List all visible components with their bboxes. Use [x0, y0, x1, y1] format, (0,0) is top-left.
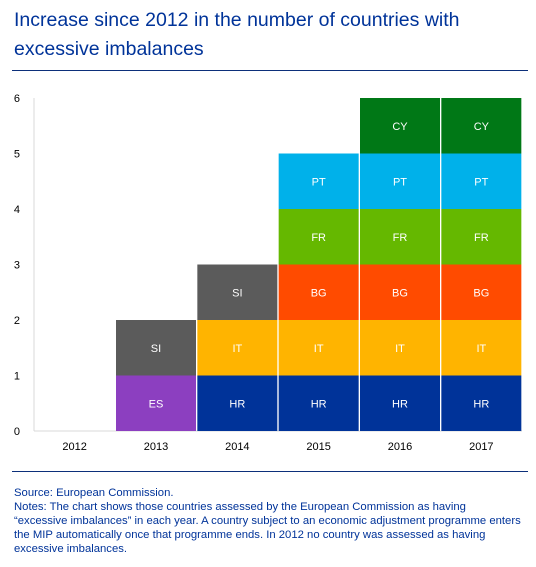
stacked-bar-chart: 0 1 2 3 4 5 6 2012 2013 2014 2015 2016 2017 ES SI HR IT…: [14, 93, 522, 453]
bar-segment-label: ES: [149, 398, 164, 410]
bar-segment-label: HR: [311, 398, 327, 410]
y-tick-label: 4: [14, 204, 20, 216]
chart-axes: 0 1 2 3 4 5 6 2012 2013 2014 2015 2016 2017: [14, 93, 522, 453]
y-tick-label: 2: [14, 315, 20, 327]
x-tick-label: 2017: [469, 441, 493, 453]
bar-segment: [116, 320, 196, 376]
y-tick-label: 3: [14, 260, 20, 272]
bar-segment-label: BG: [392, 287, 408, 299]
bar-segment-label: PT: [474, 176, 488, 188]
chart-notes: Source: European Commission. Notes: The …: [14, 486, 522, 556]
bar-segment: [197, 264, 278, 320]
bar-segment-label: PT: [312, 176, 326, 188]
x-tick-label: 2012: [62, 441, 86, 453]
bar-segment: [278, 209, 359, 265]
bar-segment-label: PT: [393, 176, 407, 188]
bar-segment: [278, 153, 359, 209]
bar-segment: [278, 320, 359, 376]
bar-segment: [116, 375, 196, 431]
x-tick-label: 2015: [306, 441, 330, 453]
bar-segment: [278, 264, 359, 320]
bar-segment: [441, 153, 522, 209]
bar-segment: [197, 375, 278, 431]
source-note: Source: European Commission.: [14, 487, 174, 499]
bar-segment: [360, 375, 440, 431]
bar-segment: [360, 153, 440, 209]
bar-segment: [441, 320, 522, 376]
x-tick-label: 2014: [225, 441, 249, 453]
bar-segment-label: IT: [395, 343, 405, 355]
y-tick-label: 6: [14, 93, 20, 105]
bar-segment: [360, 320, 440, 376]
bar-segment-label: BG: [311, 287, 327, 299]
bar-segment-label: BG: [473, 287, 489, 299]
bar-segment: [441, 209, 522, 265]
bar-segment-label: SI: [232, 287, 242, 299]
bar-segment-label: HR: [229, 398, 245, 410]
title-divider: [12, 70, 528, 71]
bar-segment: [441, 375, 522, 431]
notes-divider: [12, 471, 528, 472]
bar-segment: [197, 320, 278, 376]
bar-segment: [360, 209, 440, 265]
chart-title: Increase since 2012 in the number of cou…: [14, 9, 460, 60]
bar-segment-label: CY: [392, 121, 408, 133]
explanatory-note: Notes: The chart shows those countries a…: [14, 501, 521, 555]
bar-segment-label: CY: [474, 121, 490, 133]
chart-bars: ES SI HR IT SI HR IT BG FR PT HR IT BG FR PT CY HR IT BG FR…: [116, 98, 522, 431]
bar-segment: [441, 98, 522, 154]
y-tick-label: 1: [14, 371, 20, 383]
bar-segment-label: IT: [476, 343, 486, 355]
bar-segment-label: IT: [314, 343, 324, 355]
bar-segment: [360, 264, 440, 320]
bar-segment-label: FR: [311, 232, 326, 244]
bar-segment-label: FR: [393, 232, 408, 244]
bar-segment: [278, 375, 359, 431]
bar-segment: [360, 98, 440, 154]
x-tick-label: 2016: [388, 441, 412, 453]
bar-segment-label: FR: [474, 232, 489, 244]
y-tick-label: 0: [14, 426, 20, 438]
bar-segment-label: HR: [392, 398, 408, 410]
bar-segment: [441, 264, 522, 320]
bar-segment-label: IT: [232, 343, 242, 355]
y-tick-label: 5: [14, 149, 20, 161]
x-tick-label: 2013: [144, 441, 168, 453]
bar-segment-label: SI: [151, 343, 161, 355]
bar-segment-label: HR: [473, 398, 489, 410]
